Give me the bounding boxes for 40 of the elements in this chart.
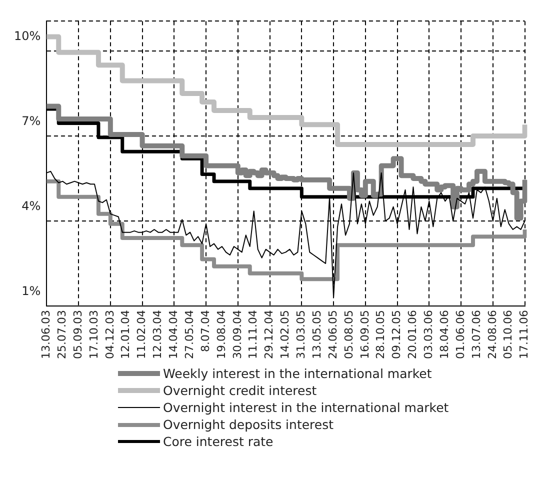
y-tick-label: 4% (22, 198, 41, 213)
x-tick-label: 03.03.06 (422, 310, 436, 359)
y-tick-label: 1% (22, 284, 41, 298)
x-tick-label: 05.08.05 (342, 310, 356, 359)
legend-label: Weekly interest in the international market (163, 366, 432, 381)
x-tick-label: 05.09.03 (71, 310, 84, 359)
legend-label: Overnight deposits interest (163, 417, 334, 432)
y-tick-label: 10% (14, 28, 41, 43)
x-tick-label: 16.09.05 (358, 310, 372, 359)
x-tick-label: 30.09.04 (230, 310, 244, 359)
x-tick-label: 11.02.04 (135, 310, 148, 359)
legend-label: Overnight interest in the international market (163, 400, 449, 415)
x-tick-label: 17.11.06 (518, 310, 531, 359)
x-tick-label: 19.08.04 (214, 310, 228, 359)
x-tick-label: 13.07.06 (470, 310, 483, 359)
x-tick-label: 28.10.05 (374, 310, 388, 359)
x-tick-label: 09.12.05 (390, 310, 404, 359)
x-tick-label: 24.08.06 (486, 310, 499, 359)
x-tick-label: 20.01.06 (406, 310, 420, 359)
x-tick-label: 12.03.04 (151, 310, 164, 359)
x-tick-label: 05.10.06 (502, 310, 515, 359)
x-tick-label: 04.12.03 (103, 310, 116, 359)
x-tick-label: 12.01.04 (119, 310, 132, 359)
legend-label: Core interest rate (163, 434, 274, 449)
x-tick-label: 14.02.05 (278, 310, 292, 359)
x-tick-label: 17.10.03 (87, 310, 100, 359)
x-tick-label: 29.12.04 (262, 310, 276, 359)
x-tick-label: 18.04.06 (438, 310, 451, 359)
legend-label: Overnight credit interest (163, 383, 317, 398)
x-tick-label: 13.06.03 (40, 310, 53, 359)
y-tick-label: 7% (22, 114, 41, 128)
x-tick-label: 11.11.04 (246, 310, 260, 359)
x-tick-label: 25.07.03 (55, 310, 68, 359)
x-tick-label: 24.06.05 (326, 310, 340, 359)
x-tick-label: 13.05.05 (310, 310, 324, 359)
x-tick-label: 27.05.04 (182, 310, 196, 359)
x-tick-label: 01.06.06 (454, 310, 467, 359)
x-tick-label: 8.07.04 (198, 310, 212, 352)
x-tick-label: 31.03.05 (294, 310, 308, 359)
x-tick-label: 14.04.04 (167, 310, 180, 359)
